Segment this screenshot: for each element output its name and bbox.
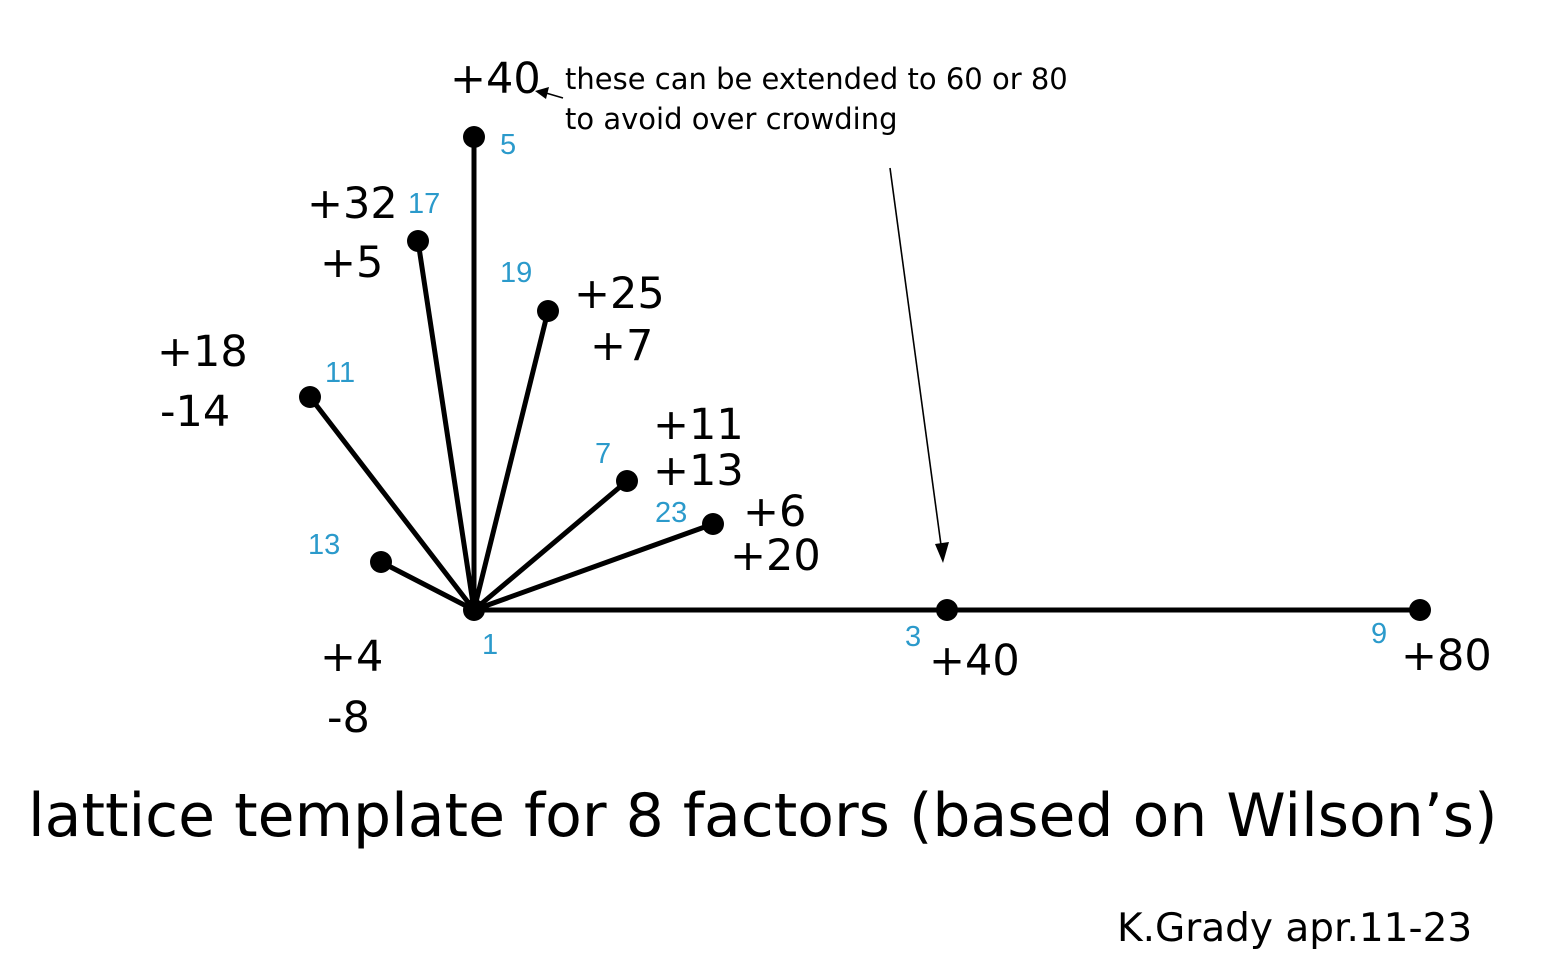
node-number-13: 13 — [308, 529, 340, 561]
coord-3: +40 — [929, 636, 1020, 686]
note-arrow-long-head — [935, 542, 949, 563]
coord-9: +80 — [1401, 631, 1492, 681]
note-arrow-short — [545, 92, 564, 99]
coord-13-a: +4 — [320, 632, 383, 682]
edge-1-7 — [471, 478, 630, 613]
node-number-23: 23 — [655, 497, 687, 529]
node-3 — [936, 599, 958, 621]
node-7 — [616, 470, 638, 492]
node-19 — [537, 300, 559, 322]
node-number-17: 17 — [408, 188, 440, 220]
coord-17-a: +32 — [307, 179, 398, 229]
coord-23-b: +20 — [730, 531, 821, 581]
node-number-11: 11 — [325, 357, 355, 389]
node-number-9: 9 — [1371, 618, 1387, 650]
lattice-nodes — [299, 126, 1431, 621]
note-arrow-long — [889, 167, 942, 546]
edge-1-17 — [415, 238, 477, 613]
coord-13-b: -8 — [327, 693, 370, 743]
annotation-note: these can be extended to 60 or 80 to avo… — [535, 62, 1068, 563]
note-line-2: to avoid over crowding — [565, 102, 898, 136]
coord-7-b: +13 — [653, 446, 744, 496]
diagram-title: lattice template for 8 factors (based on… — [28, 781, 1497, 851]
node-number-3: 3 — [905, 621, 921, 653]
node-13 — [370, 551, 392, 573]
coord-11-a: +18 — [157, 327, 248, 377]
edge-1-11 — [307, 394, 477, 613]
coord-7-a: +11 — [653, 400, 744, 450]
coord-23-a: +6 — [743, 487, 806, 537]
coord-11-b: -14 — [160, 387, 230, 437]
node-17 — [407, 230, 429, 252]
node-number-19: 19 — [500, 257, 532, 289]
coord-17-b: +5 — [320, 238, 383, 288]
lattice-edges — [307, 134, 1423, 613]
node-number-labels: 1 3 9 5 17 19 11 7 23 13 — [308, 129, 1387, 661]
node-23 — [702, 513, 724, 535]
node-number-7: 7 — [595, 438, 611, 470]
coord-19-b: +7 — [590, 321, 653, 371]
coord-19-a: +25 — [574, 269, 665, 319]
edge-1-23 — [471, 521, 716, 613]
coord-5: +40 — [450, 54, 541, 104]
note-line-1: these can be extended to 60 or 80 — [565, 62, 1068, 96]
node-9 — [1409, 599, 1431, 621]
node-number-5: 5 — [500, 129, 516, 161]
author-credit: K.Grady apr.11-23 — [1117, 906, 1472, 951]
node-number-1: 1 — [482, 629, 498, 661]
node-11 — [299, 386, 321, 408]
node-1 — [463, 599, 485, 621]
edge-1-19 — [471, 308, 551, 613]
coordinate-labels: +40 +80 +40 +32 +5 +25 +7 +18 -14 +11 +1… — [157, 54, 1492, 743]
edge-1-13 — [378, 559, 477, 613]
node-5 — [463, 126, 485, 148]
note-arrow-short-head — [535, 87, 549, 99]
